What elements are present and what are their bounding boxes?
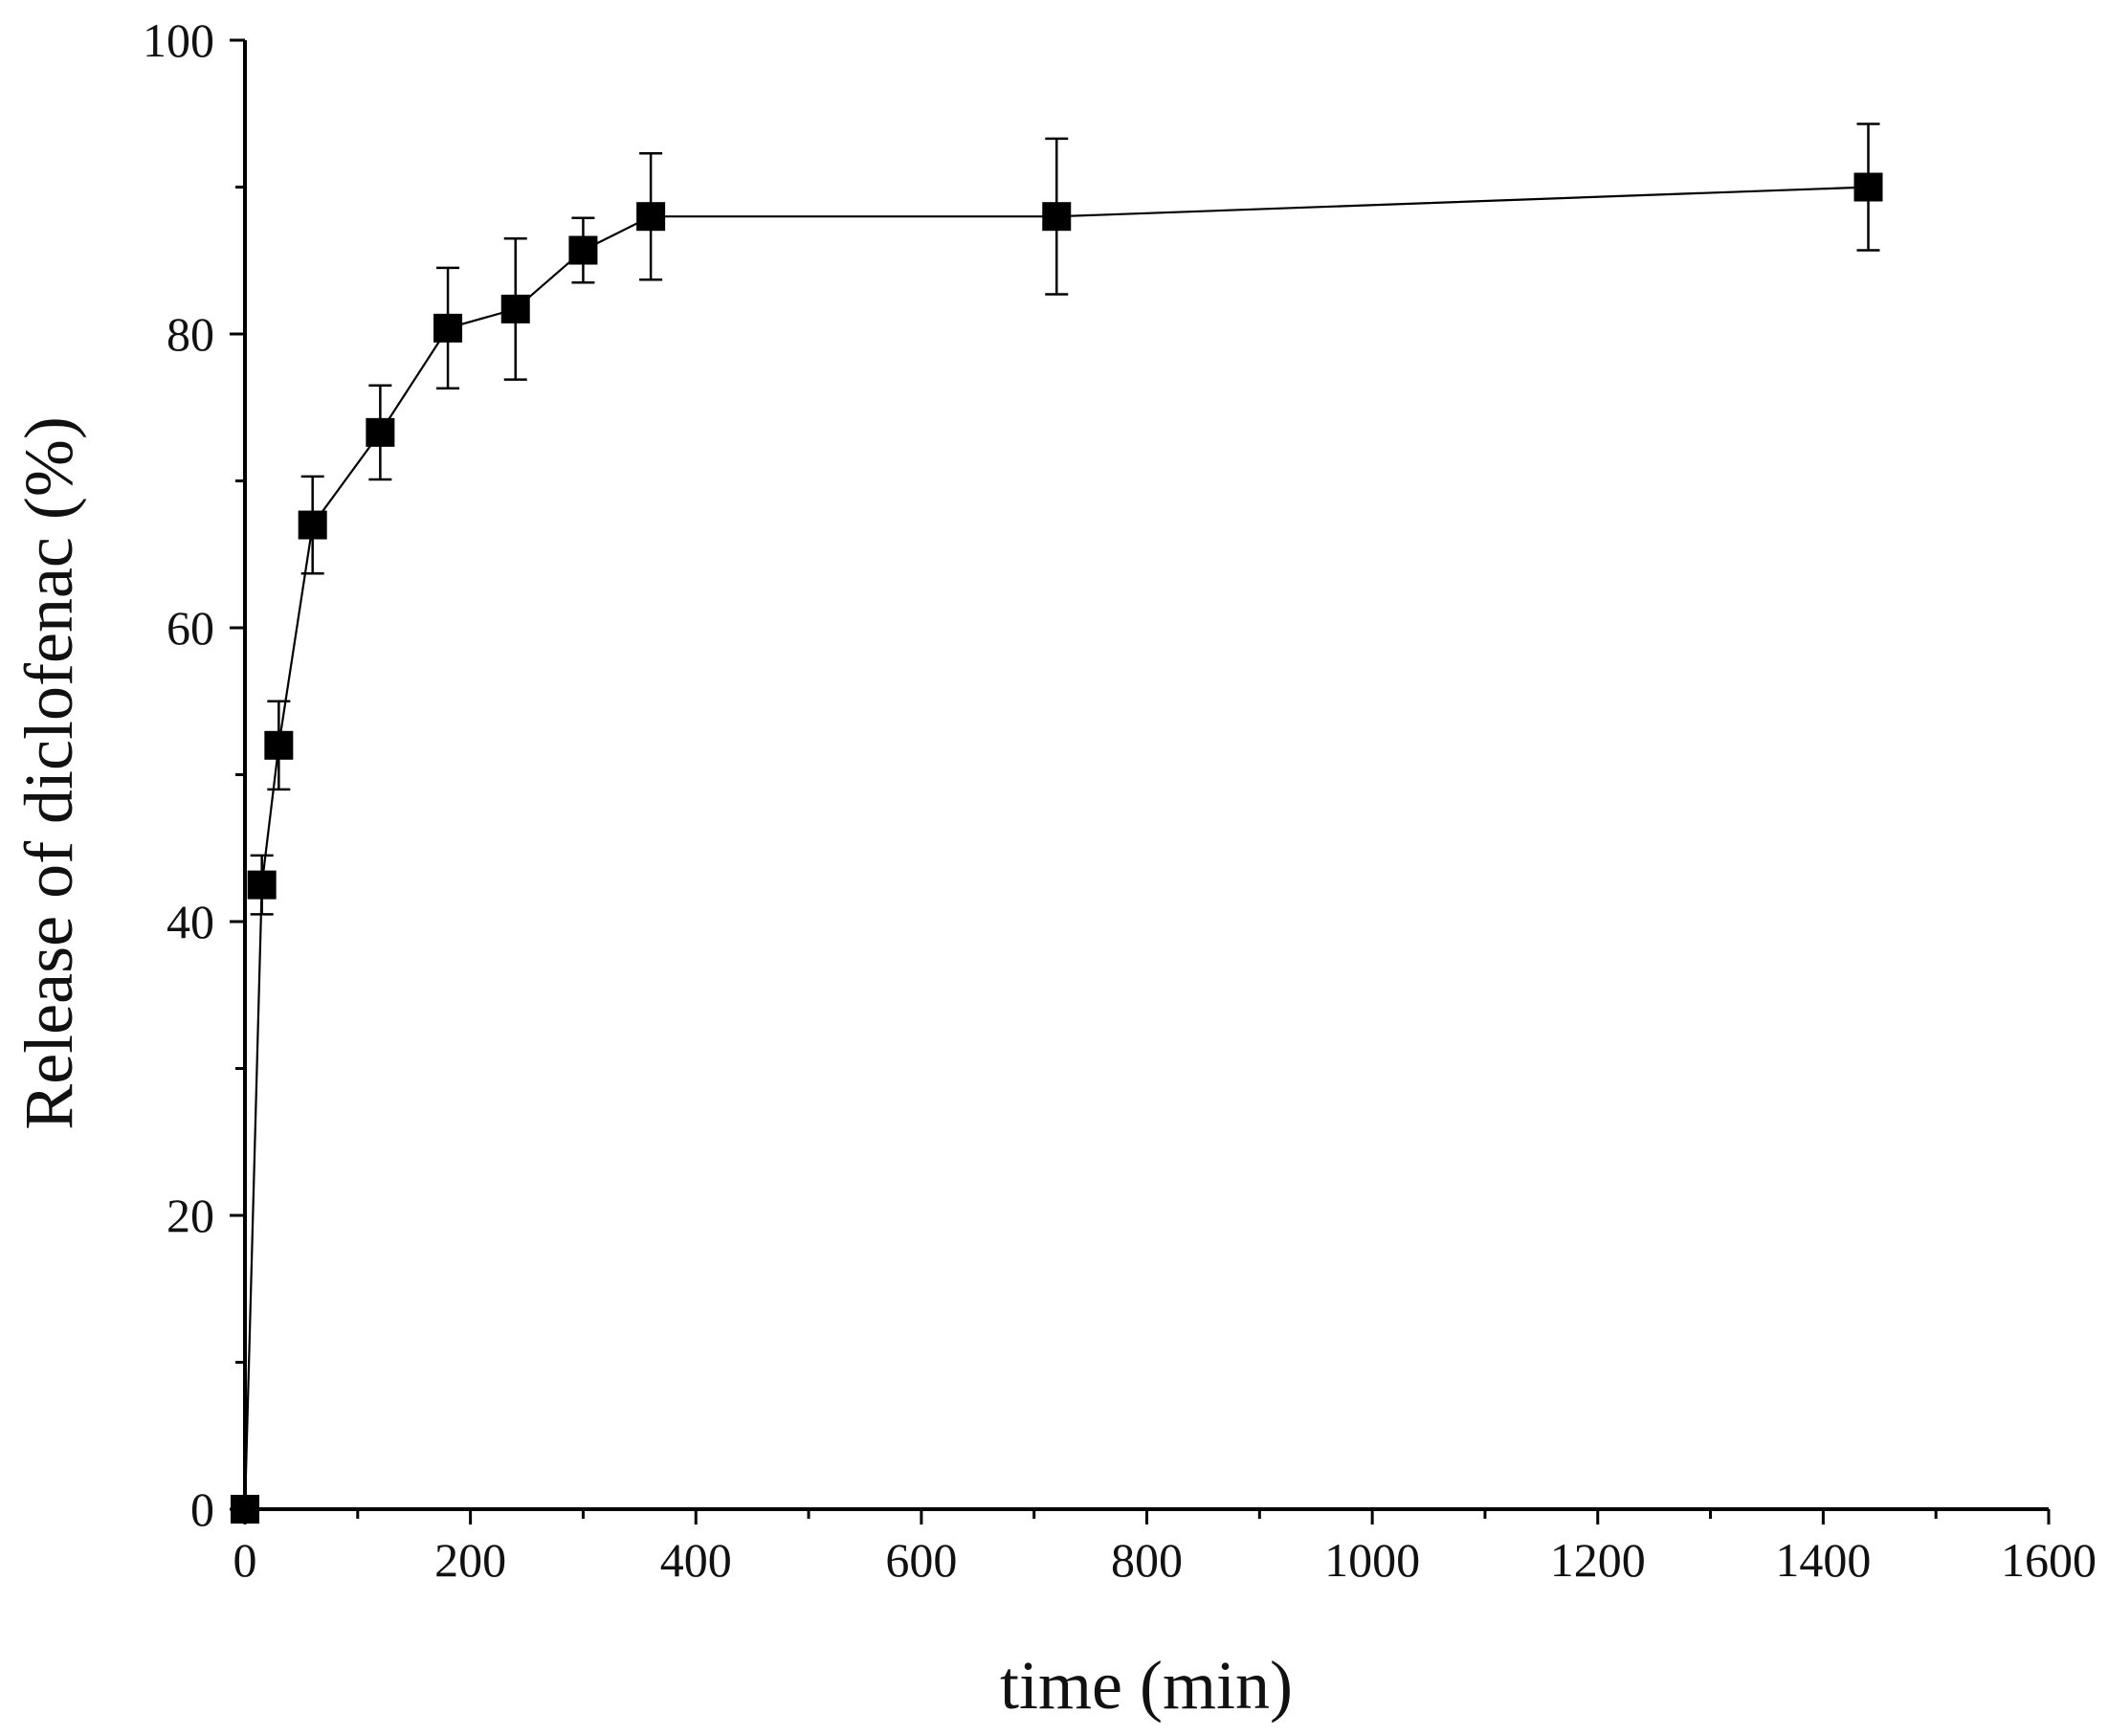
- x-tick-label: 600: [885, 1533, 957, 1587]
- x-tick-label: 800: [1111, 1533, 1183, 1587]
- ticks: [230, 38, 2051, 1525]
- x-axis-title: time (min): [1000, 1647, 1293, 1724]
- data-point-marker: [247, 870, 277, 900]
- x-tick-label: 200: [434, 1533, 506, 1587]
- y-tick-label: 40: [166, 895, 214, 948]
- y-tick-label: 60: [166, 601, 214, 655]
- y-tick-label: 20: [166, 1189, 214, 1242]
- x-tick-label: 1000: [1324, 1533, 1420, 1587]
- y-axis-title: Release of diclofenac (%): [11, 416, 87, 1130]
- data-point-marker: [298, 510, 327, 540]
- data-point-marker: [231, 1495, 259, 1524]
- x-tick-label: 0: [233, 1533, 257, 1587]
- data-point-marker: [1042, 202, 1072, 232]
- data-point-marker: [636, 202, 666, 232]
- data-point-marker: [366, 417, 395, 447]
- y-tick-label: 0: [190, 1482, 214, 1536]
- x-tick-label: 1600: [2001, 1533, 2097, 1587]
- data-series: [231, 122, 1883, 1524]
- x-tick-label: 400: [660, 1533, 732, 1587]
- data-point-marker: [433, 313, 463, 343]
- y-tick-label: 80: [166, 307, 214, 361]
- data-point-marker: [264, 730, 294, 760]
- data-point-marker: [500, 294, 530, 323]
- y-tick-label: 100: [143, 13, 214, 67]
- series-line: [243, 186, 1869, 1510]
- tick-labels: 0 200 400 600 800 1000 1200 1400 1600 0 20 40 60 80 10…: [143, 13, 2097, 1587]
- x-tick-label: 1400: [1775, 1533, 1871, 1587]
- data-point-marker: [568, 235, 598, 265]
- x-tick-label: 1200: [1550, 1533, 1646, 1587]
- data-point-marker: [1853, 172, 1883, 202]
